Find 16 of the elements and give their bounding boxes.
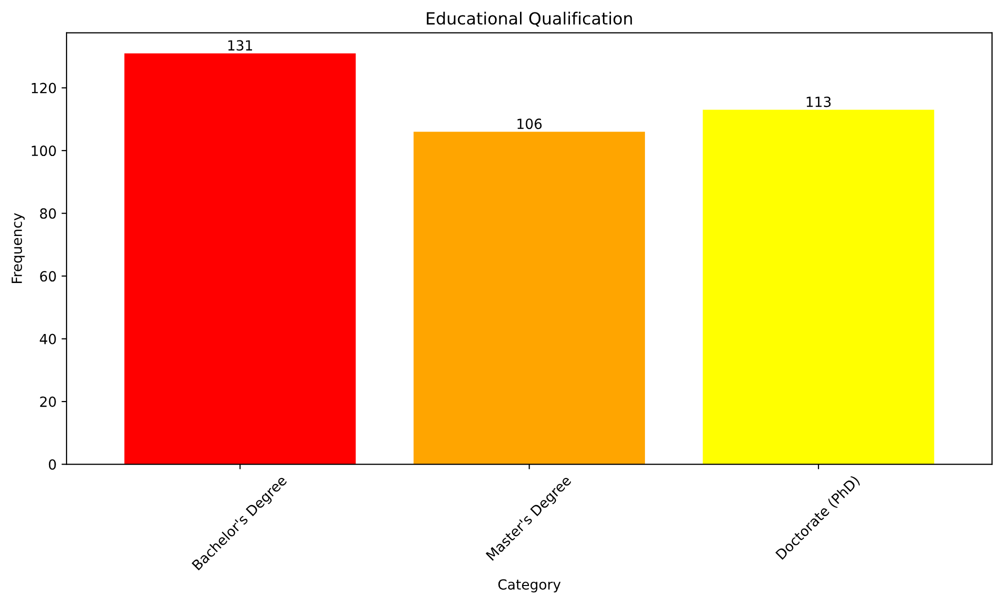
- y-tick-label: 80: [40, 208, 56, 219]
- y-tick-label: 0: [48, 459, 56, 470]
- chart-title: Educational Qualification: [426, 12, 632, 27]
- y-tick-label: 120: [32, 82, 56, 94]
- x-axis-title: Category: [498, 579, 561, 592]
- y-tick-label: 40: [40, 334, 56, 344]
- data-label: 113: [806, 96, 831, 108]
- y-tick-label: 100: [32, 146, 56, 156]
- bar: [702, 110, 934, 464]
- y-axis-title: Frequency: [12, 213, 25, 284]
- y-tick-label: 20: [40, 396, 56, 408]
- data-label: 106: [518, 118, 542, 130]
- data-label: 131: [228, 40, 252, 51]
- bar: [124, 53, 356, 464]
- y-tick-label: 60: [40, 271, 56, 282]
- bar: [414, 132, 645, 464]
